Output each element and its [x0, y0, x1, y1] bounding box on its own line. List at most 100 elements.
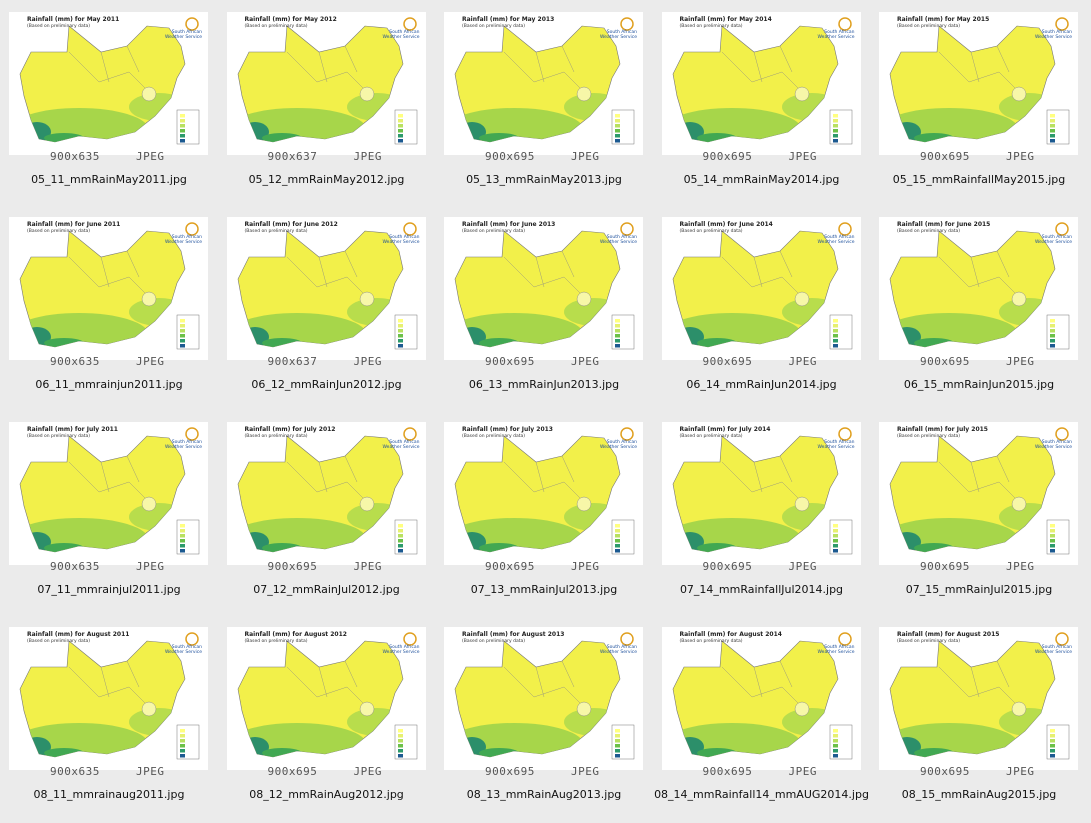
image-format: JPEG [353, 560, 382, 573]
map-image [672, 222, 852, 350]
logo-text: South African Weather Service [164, 440, 202, 450]
thumbnail[interactable]: Rainfall (mm) for August 2015 (Based on p… [879, 627, 1078, 770]
file-item[interactable]: Rainfall (mm) for July 2012 (Based on pre… [218, 410, 436, 615]
logo-text: South African Weather Service [382, 30, 420, 40]
map-subtitle: (Based on preliminary data) [462, 229, 525, 234]
thumbnail[interactable]: Rainfall (mm) for August 2014 (Based on p… [661, 627, 861, 770]
image-format: JPEG [1006, 560, 1035, 573]
file-item[interactable]: Rainfall (mm) for August 2012 (Based on p… [218, 615, 436, 820]
file-name: 08_15_mmRainAug2015.jpg [901, 788, 1057, 801]
thumbnail[interactable]: Rainfall (mm) for June 2014 (Based on pre… [661, 217, 861, 360]
image-dimensions: 900x695 [702, 765, 753, 778]
logo-text: South African Weather Service [599, 235, 637, 245]
file-item[interactable]: Rainfall (mm) for August 2013 (Based on p… [435, 615, 653, 820]
file-name: 07_15_mmRainJul2015.jpg [905, 583, 1053, 596]
image-dimensions: 900x637 [267, 355, 318, 368]
thumbnail[interactable]: Rainfall (mm) for August 2013 (Based on p… [444, 627, 643, 770]
logo-text: South African Weather Service [1034, 235, 1072, 245]
file-item[interactable]: Rainfall (mm) for August 2015 (Based on p… [870, 615, 1088, 820]
file-item[interactable]: Rainfall (mm) for May 2011 (Based on prel… [0, 0, 218, 205]
file-item[interactable]: Rainfall (mm) for May 2014 (Based on prel… [653, 0, 871, 205]
file-name: 05_11_mmRainMay2011.jpg [31, 173, 187, 186]
file-item[interactable]: Rainfall (mm) for July 2015 (Based on pre… [870, 410, 1088, 615]
file-item[interactable]: Rainfall (mm) for August 2014 (Based on p… [653, 615, 871, 820]
file-name: 06_15_mmRainJun2015.jpg [903, 378, 1055, 391]
logo-text: South African Weather Service [1034, 30, 1072, 40]
thumbnail[interactable]: Rainfall (mm) for June 2012 (Based on pre… [226, 217, 426, 360]
image-dimensions: 900x695 [485, 150, 535, 163]
map-subtitle: (Based on preliminary data) [679, 434, 743, 439]
map-title: Rainfall (mm) for May 2015 [897, 16, 990, 23]
file-item[interactable]: Rainfall (mm) for May 2012 (Based on prel… [218, 0, 436, 205]
map-title: Rainfall (mm) for June 2012 [244, 221, 338, 228]
image-dimensions: 900x695 [920, 355, 970, 368]
map-title: Rainfall (mm) for June 2015 [897, 221, 991, 228]
map-image [889, 222, 1070, 350]
file-item[interactable]: Rainfall (mm) for July 2013 (Based on pre… [435, 410, 653, 615]
file-item[interactable]: Rainfall (mm) for August 2011 (Based on p… [0, 615, 218, 820]
file-name: 05_14_mmRainMay2014.jpg [683, 173, 840, 186]
file-item[interactable]: Rainfall (mm) for July 2014 (Based on pre… [653, 410, 871, 615]
map-subtitle: (Based on preliminary data) [462, 24, 525, 29]
image-dimensions: 900x635 [50, 560, 100, 573]
map-subtitle: (Based on preliminary data) [244, 639, 308, 644]
thumbnail[interactable]: Rainfall (mm) for June 2015 (Based on pre… [879, 217, 1078, 360]
thumbnail[interactable]: Rainfall (mm) for July 2013 (Based on pre… [444, 422, 643, 565]
image-dimensions: 900x695 [267, 560, 318, 573]
file-item[interactable]: Rainfall (mm) for June 2013 (Based on pre… [435, 205, 653, 410]
thumbnail[interactable]: Rainfall (mm) for June 2011 (Based on pre… [9, 217, 208, 360]
map-subtitle: (Based on preliminary data) [27, 639, 90, 644]
file-item[interactable]: Rainfall (mm) for June 2012 (Based on pre… [218, 205, 436, 410]
map-subtitle: (Based on preliminary data) [679, 229, 743, 234]
map-image [889, 427, 1070, 555]
logo-text: South African Weather Service [817, 235, 855, 245]
thumbnail[interactable]: Rainfall (mm) for May 2015 (Based on prel… [879, 12, 1078, 155]
map-image [19, 632, 200, 760]
map-title: Rainfall (mm) for July 2011 [27, 426, 118, 433]
map-subtitle: (Based on preliminary data) [244, 229, 308, 234]
thumbnail[interactable]: Rainfall (mm) for July 2012 (Based on pre… [226, 422, 426, 565]
image-format: JPEG [136, 765, 165, 778]
map-image [454, 17, 635, 145]
logo-text: South African Weather Service [1034, 645, 1072, 655]
file-item[interactable]: Rainfall (mm) for June 2014 (Based on pre… [653, 205, 871, 410]
image-dimensions: 900x695 [920, 150, 970, 163]
logo-text: South African Weather Service [382, 440, 420, 450]
image-dimensions: 900x695 [702, 355, 753, 368]
thumbnail[interactable]: Rainfall (mm) for July 2011 (Based on pre… [9, 422, 208, 565]
file-name: 06_14_mmRainJun2014.jpg [686, 378, 837, 391]
thumbnail[interactable]: Rainfall (mm) for August 2012 (Based on p… [226, 627, 426, 770]
thumbnail[interactable]: Rainfall (mm) for May 2014 (Based on prel… [661, 12, 861, 155]
map-image [19, 427, 200, 555]
thumbnail[interactable]: Rainfall (mm) for May 2012 (Based on prel… [226, 12, 426, 155]
map-subtitle: (Based on preliminary data) [27, 24, 90, 29]
thumbnail[interactable]: Rainfall (mm) for May 2011 (Based on prel… [9, 12, 208, 155]
file-item[interactable]: Rainfall (mm) for June 2015 (Based on pre… [870, 205, 1088, 410]
map-image [237, 222, 417, 350]
map-image [889, 17, 1070, 145]
file-item[interactable]: Rainfall (mm) for June 2011 (Based on pre… [0, 205, 218, 410]
logo-text: South African Weather Service [817, 440, 855, 450]
map-image [237, 17, 417, 145]
map-subtitle: (Based on preliminary data) [244, 434, 308, 439]
file-item[interactable]: Rainfall (mm) for July 2011 (Based on pre… [0, 410, 218, 615]
logo-text: South African Weather Service [817, 645, 855, 655]
image-format: JPEG [788, 560, 817, 573]
map-title: Rainfall (mm) for August 2012 [244, 631, 347, 638]
thumbnail[interactable]: Rainfall (mm) for June 2013 (Based on pre… [444, 217, 643, 360]
file-name: 07_12_mmRainJul2012.jpg [253, 583, 400, 596]
file-item[interactable]: Rainfall (mm) for May 2015 (Based on prel… [870, 0, 1088, 205]
map-image [672, 17, 852, 145]
file-item[interactable]: Rainfall (mm) for May 2013 (Based on prel… [435, 0, 653, 205]
file-name: 08_11_mmrainaug2011.jpg [33, 788, 185, 801]
thumbnail[interactable]: Rainfall (mm) for July 2015 (Based on pre… [879, 422, 1078, 565]
thumbnail[interactable]: Rainfall (mm) for May 2013 (Based on prel… [444, 12, 643, 155]
thumbnail[interactable]: Rainfall (mm) for July 2014 (Based on pre… [661, 422, 861, 565]
thumbnail[interactable]: Rainfall (mm) for August 2011 (Based on p… [9, 627, 208, 770]
map-title: Rainfall (mm) for June 2013 [462, 221, 556, 228]
image-format: JPEG [353, 150, 382, 163]
file-name: 06_13_mmRainJun2013.jpg [468, 378, 620, 391]
file-name: 08_12_mmRainAug2012.jpg [249, 788, 404, 801]
map-image [19, 222, 200, 350]
